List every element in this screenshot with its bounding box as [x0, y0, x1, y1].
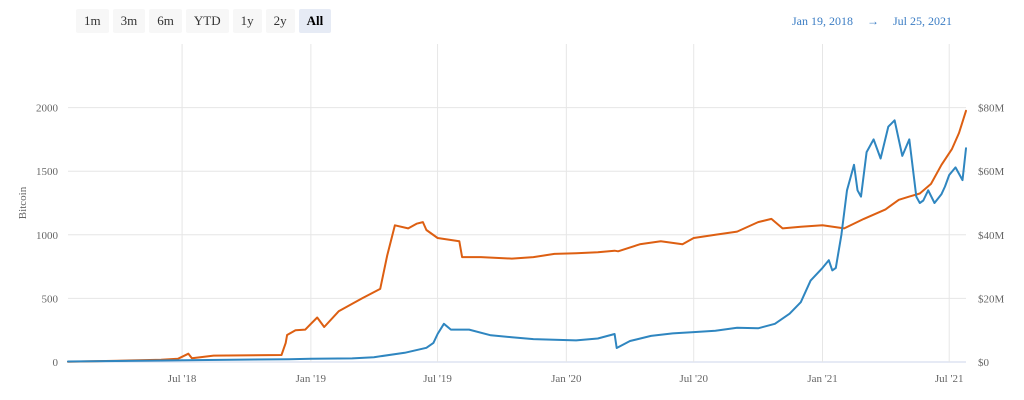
y2-tick-label: $60M: [978, 166, 1005, 178]
y2-tick-label: $0: [978, 357, 990, 369]
range-selector: 1m 3m 6m YTD 1y 2y All: [76, 9, 332, 33]
date-range: Jan 19, 2018 → Jul 25, 2021: [792, 14, 952, 29]
range-button-1m[interactable]: 1m: [76, 9, 109, 33]
x-tick-label: Jan '19: [296, 373, 327, 385]
y-tick-label: 1000: [36, 230, 59, 242]
y2-tick-label: $40M: [978, 230, 1005, 242]
x-tick-label: Jul '21: [935, 373, 964, 385]
y-tick-label: 1500: [36, 166, 59, 178]
usd-value-line: [67, 109, 967, 363]
range-button-all[interactable]: All: [298, 9, 332, 33]
range-button-3m[interactable]: 3m: [112, 9, 146, 33]
date-to[interactable]: Jul 25, 2021: [892, 14, 952, 28]
arrow-icon: →: [866, 14, 879, 28]
y2-tick-label: $80M: [978, 103, 1005, 115]
y2-tick-label: $20M: [978, 293, 1005, 305]
x-tick-label: Jan '20: [551, 373, 582, 385]
y-axis-title: Bitcoin: [17, 186, 29, 219]
x-tick-label: Jul '18: [168, 373, 197, 385]
date-from[interactable]: Jan 19, 2018: [791, 14, 853, 28]
x-tick-label: Jan '21: [807, 373, 837, 385]
x-tick-label: Jul '20: [679, 373, 708, 385]
y-tick-label: 2000: [36, 103, 59, 115]
y-tick-label: 500: [42, 293, 59, 305]
range-button-6m[interactable]: 6m: [149, 9, 182, 33]
range-button-ytd[interactable]: YTD: [185, 9, 229, 33]
range-button-1y[interactable]: 1y: [232, 9, 262, 33]
y-tick-label: 0: [53, 357, 59, 369]
range-button-2y[interactable]: 2y: [265, 9, 295, 33]
x-tick-label: Jul '19: [423, 373, 452, 385]
bitcoin-balance-line: [67, 119, 967, 363]
